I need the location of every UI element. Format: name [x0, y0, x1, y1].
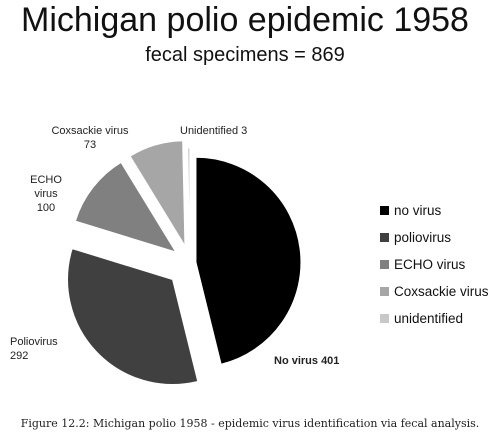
legend-label-4: unidentified [394, 311, 463, 326]
legend: no virus poliovirus ECHO virus Coxsackie v… [380, 203, 489, 326]
legend-swatch-1 [380, 233, 389, 242]
pie-slice-no-virus [195, 156, 302, 365]
pie-slice-poliovirus [67, 248, 199, 385]
legend-swatch-4 [380, 314, 389, 323]
pie-slice-coxsackie-virus [129, 140, 186, 248]
legend-label-0: no virus [394, 203, 442, 218]
slice-label-echo-virus: ECHO virus 100 [30, 174, 62, 214]
slice-label-no-virus: No virus 401 [274, 355, 339, 367]
pie-slices [67, 140, 302, 385]
figure-caption: Figure 12.2: Michigan polio 1958 - epide… [21, 417, 480, 430]
legend-swatch-3 [380, 287, 389, 296]
legend-swatch-0 [380, 206, 389, 215]
legend-label-2: ECHO virus [394, 257, 466, 272]
slice-label-coxsackie-virus: Coxsackie virus 73 [51, 125, 129, 151]
pie-slice-labels: No virus 401 Poliovirus 292 ECHO virus 100 Cox… [10, 125, 339, 367]
chart-subtitle: fecal specimens = 869 [145, 44, 345, 66]
legend-label-3: Coxsackie virus [394, 284, 489, 299]
legend-label-1: poliovirus [394, 230, 451, 245]
legend-swatch-2 [380, 260, 389, 269]
pie-slice-echo-virus [74, 161, 177, 253]
pie-slice-unidentified [187, 147, 191, 254]
slice-label-poliovirus: Poliovirus 292 [10, 336, 58, 362]
chart-title: Michigan polio epidemic 1958 [21, 1, 469, 39]
slice-label-unidentified: Unidentified 3 [180, 125, 247, 137]
